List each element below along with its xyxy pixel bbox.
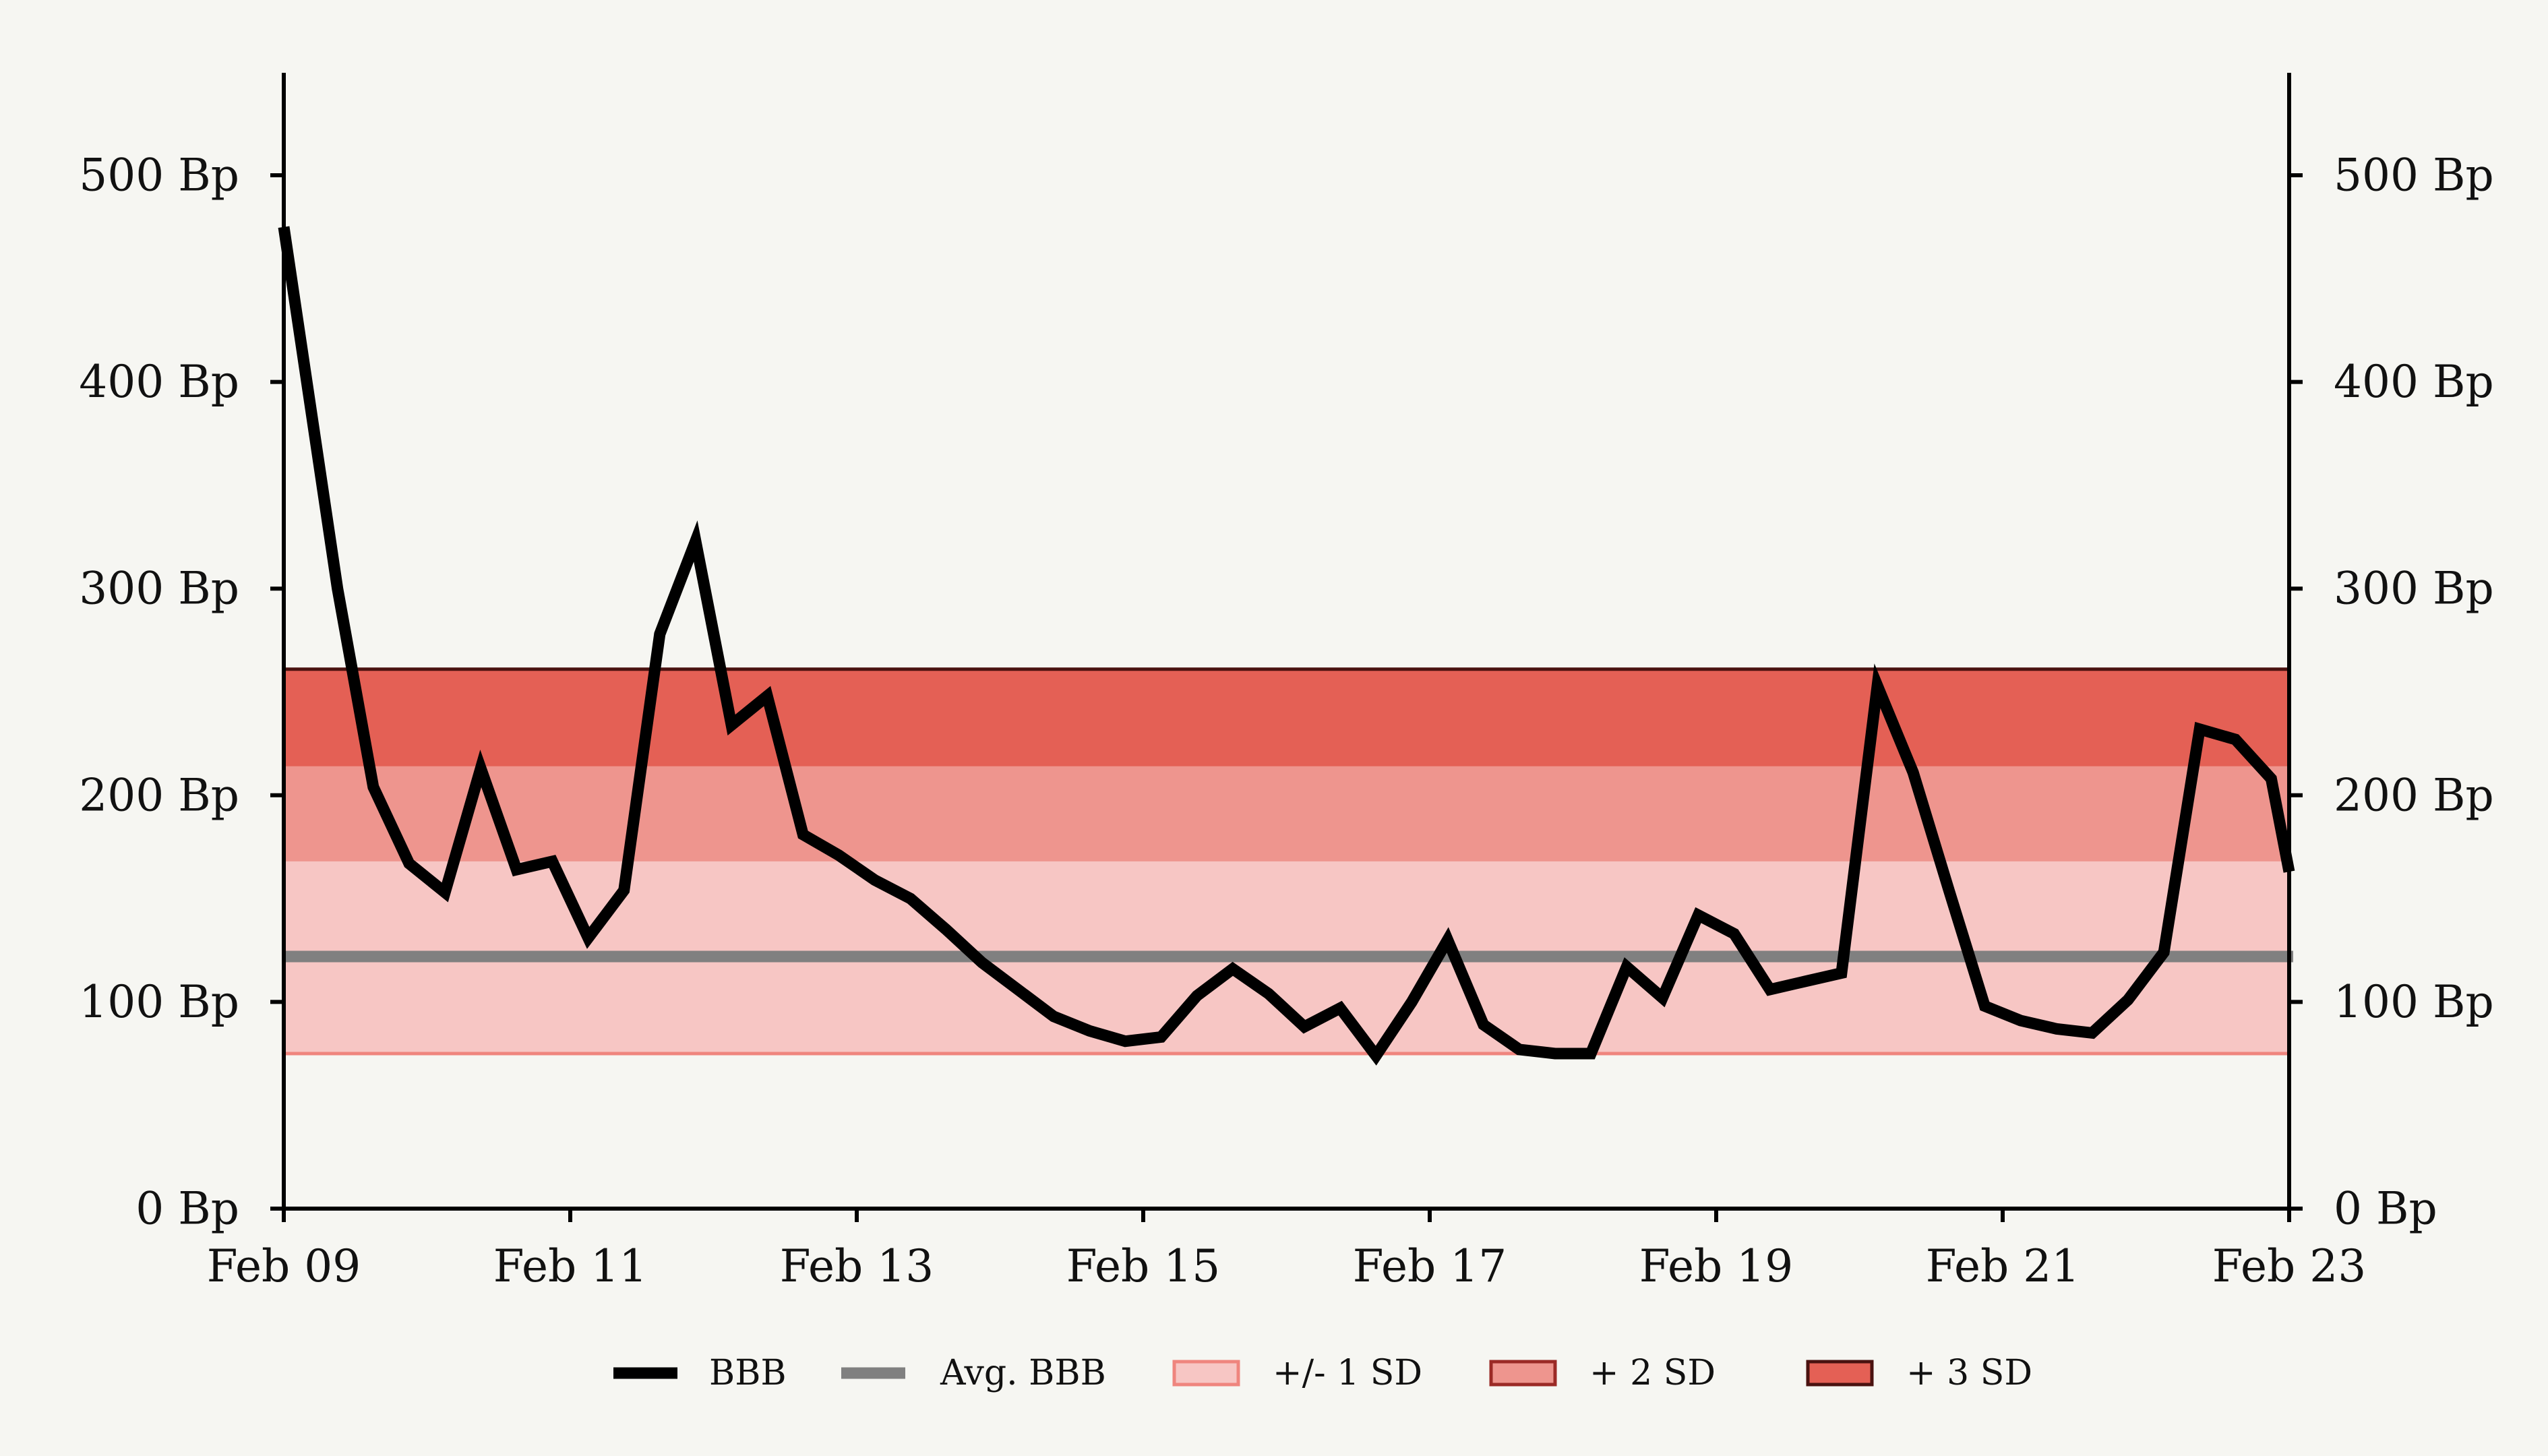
x-tick-label: Feb 09 [207,1240,361,1292]
y-tick-label-right: 300 Bp [2334,563,2494,615]
legend-item-sd2: + 2 SD [1489,1353,1716,1393]
legend-swatch-sd3 [1806,1360,1874,1387]
axes: 0 Bp 0 Bp 100 Bp 100 Bp 200 Bp 200 Bp 300 Bp 30… [79,73,2494,1292]
legend-label-sd2: + 2 SD [1589,1353,1716,1393]
y-tick-label-left: 100 Bp [79,976,239,1028]
legend-label-avg-bbb: Avg. BBB [940,1353,1106,1393]
y-tick-label-right: 100 Bp [2334,976,2494,1028]
legend-label-sd3: + 3 SD [1906,1353,2032,1393]
band-sd3 [284,669,2289,766]
y-tick-label-left: 200 Bp [79,769,239,821]
y-tick-label-left: 400 Bp [79,356,239,408]
legend-item-bbb: BBB [613,1353,787,1393]
legend-label-sd1: +/- 1 SD [1273,1353,1422,1393]
x-tick-label: Feb 19 [1639,1240,1793,1292]
x-tick-label: Feb 17 [1353,1240,1507,1292]
legend-item-avg-bbb: Avg. BBB [841,1353,1106,1393]
series-line-bbb [278,226,2295,1066]
sd-bands [284,667,2289,1056]
legend-item-sd1: +/- 1 SD [1172,1353,1422,1393]
y-tick-label-right: 500 Bp [2334,150,2494,202]
series-layer [278,226,2295,1066]
x-tick-label: Feb 13 [780,1240,934,1292]
x-tick-label: Feb 21 [1926,1240,2080,1292]
legend: BBB Avg. BBB +/- 1 SD + 2 SD + 3 SD [613,1353,2032,1393]
legend-item-sd3: + 3 SD [1806,1353,2032,1393]
legend-swatch-sd2 [1489,1360,1557,1387]
legend-label-bbb: BBB [709,1353,787,1393]
y-tick-label-right: 200 Bp [2334,769,2494,821]
y-tick-label-left: 0 Bp [135,1183,239,1235]
legend-swatch-sd1 [1172,1360,1240,1387]
y-tick-label-right: 0 Bp [2334,1183,2437,1235]
x-tick-label: Feb 23 [2212,1240,2366,1292]
y-tick-label-left: 500 Bp [79,150,239,202]
band-sd2 [284,766,2289,861]
y-tick-label-right: 400 Bp [2334,356,2494,408]
x-tick-label: Feb 15 [1066,1240,1220,1292]
x-tick-label: Feb 11 [493,1240,647,1292]
y-tick-label-left: 300 Bp [79,563,239,615]
